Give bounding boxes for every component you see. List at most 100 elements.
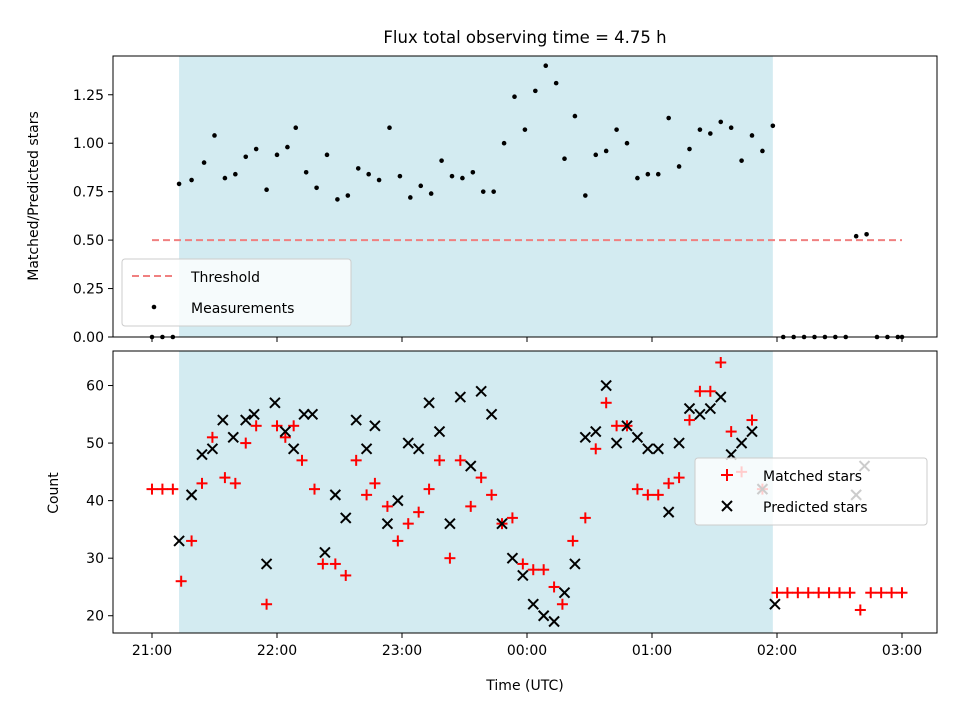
top-plot-frame [112, 55, 938, 338]
predicted-point [402, 437, 414, 449]
matched-point [329, 558, 341, 570]
predicted-point [579, 431, 592, 444]
matched-point [196, 477, 208, 489]
measurement-point [522, 127, 528, 132]
measurement-point [501, 140, 507, 146]
predicted-point [369, 420, 381, 432]
top-legend: Threshold Measurements [121, 258, 352, 327]
measurement-point [303, 169, 309, 175]
matched-point [746, 414, 758, 426]
measurements-legend-swatch [151, 304, 157, 310]
measurement-point [201, 160, 207, 165]
measurement-point [335, 197, 340, 202]
matched-point [361, 489, 373, 501]
measurement-point [728, 125, 734, 131]
matched-point [146, 483, 158, 495]
bottom-plot-frame [112, 350, 938, 634]
measurement-point [635, 175, 640, 181]
predicted-point [683, 402, 696, 415]
predicted-point [248, 408, 260, 421]
x-tick-label: 02:00 [757, 643, 797, 659]
x-tick-label: 03:00 [882, 643, 922, 659]
matched-point [802, 587, 814, 599]
matched-point [684, 414, 695, 426]
measurement-point [562, 156, 567, 162]
predicted-point [537, 610, 550, 622]
matched-point [240, 437, 252, 449]
matched-point [600, 397, 612, 409]
measurement-point [687, 146, 692, 152]
measurement-point [480, 189, 486, 194]
y-tick-label: 30 [86, 551, 104, 567]
matched-point [340, 569, 352, 581]
predicted-point [340, 512, 352, 524]
predicted-point [381, 517, 394, 530]
measurement-point [770, 123, 776, 129]
matched-point [475, 472, 487, 484]
measurement-point [739, 158, 744, 163]
predicted-point [260, 558, 273, 570]
matched-point [715, 357, 727, 369]
measurement-point [314, 185, 319, 191]
matched-point [556, 598, 568, 610]
measurement-point [666, 115, 671, 121]
top-y-axis-label: Matched/Predicted stars [26, 111, 42, 281]
matched-point [579, 512, 591, 524]
measurement-point [460, 175, 465, 181]
predicted-point [694, 408, 706, 421]
measurement-point [614, 127, 619, 132]
predicted-point [454, 391, 467, 403]
top-chart-marks [149, 63, 905, 340]
predicted-point [392, 494, 404, 507]
predicted-point [662, 506, 675, 518]
matched-point [413, 506, 425, 518]
top-axes: 0.00 0.25 0.50 0.75 1.00 1.25 [73, 88, 903, 346]
matched-point [673, 472, 685, 484]
bottom-legend: Matched stars Predicted stars [694, 457, 928, 526]
predicted-legend-label: Predicted stars [763, 500, 868, 516]
measurement-point [864, 231, 869, 237]
predicted-point [329, 489, 342, 501]
matched-point [423, 483, 435, 495]
y-tick-label: 20 [86, 609, 104, 625]
matched-point [186, 535, 198, 547]
matched-point [350, 454, 362, 466]
measurement-point [676, 164, 682, 169]
matched-point [844, 587, 856, 599]
matched-point [444, 552, 456, 564]
matched-point [288, 420, 300, 432]
predicted-point [496, 517, 508, 530]
measurement-point [387, 125, 392, 131]
y-tick-label: 60 [86, 379, 104, 395]
matched-point [781, 587, 793, 599]
predicted-point [433, 425, 446, 438]
matched-point [865, 587, 877, 599]
matched-point [652, 489, 664, 501]
matched-legend-label: Matched stars [763, 469, 862, 485]
y-tick-label: 0.50 [73, 233, 104, 249]
matched-point [611, 420, 623, 432]
y-tick-label: 1.25 [73, 88, 104, 104]
predicted-point [319, 546, 331, 559]
measurement-point [853, 233, 859, 239]
matched-point [548, 581, 560, 593]
measurement-point [376, 177, 382, 183]
measurement-point [264, 187, 269, 193]
matched-point [175, 575, 187, 587]
matched-point [663, 477, 675, 489]
measurement-point [408, 195, 413, 200]
measurement-point [760, 148, 765, 154]
measurement-point [645, 171, 651, 177]
predicted-point [444, 517, 456, 530]
matched-point [834, 587, 845, 599]
top-legend-box [121, 258, 352, 327]
predicted-point [287, 443, 300, 455]
measurement-point [366, 171, 371, 177]
matched-point [771, 587, 783, 599]
y-tick-label: 40 [86, 494, 104, 510]
measurement-point [708, 131, 713, 136]
y-tick-label: 0.75 [73, 185, 104, 201]
predicted-point [217, 414, 229, 426]
matched-point [813, 587, 825, 599]
matched-point [206, 431, 218, 443]
